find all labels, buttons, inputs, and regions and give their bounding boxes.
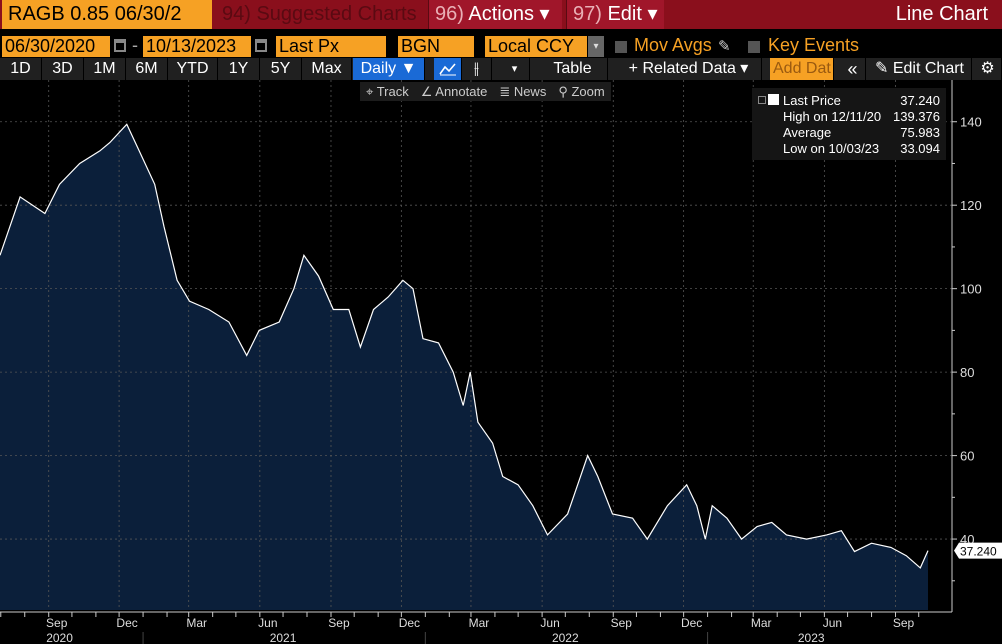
year-label: 2023 — [798, 631, 825, 644]
legend-last-label: Last Price — [783, 93, 841, 108]
x-tick-label: Jun — [823, 616, 842, 630]
y-tick-label: 60 — [960, 449, 974, 464]
start-date-input[interactable]: 06/30/2020 — [2, 36, 110, 57]
calendar-icon[interactable] — [114, 39, 126, 52]
edit-num: 97) — [573, 3, 602, 25]
x-tick-label: Sep — [893, 616, 915, 630]
legend-high-value: 139.376 — [893, 109, 940, 124]
collapse-icon[interactable]: « — [840, 58, 866, 80]
legend-average-label: Average — [783, 125, 832, 140]
y-tick-label: 80 — [960, 365, 974, 380]
add-data-input[interactable]: Add Dat — [770, 58, 834, 80]
related-data-button[interactable]: + Related Data ▾ — [616, 58, 762, 80]
x-tick-label: Sep — [328, 616, 350, 630]
x-tick-label: Dec — [681, 616, 702, 630]
chart-type-dropdown-icon[interactable]: ▾ — [500, 58, 530, 80]
x-tick-label: Mar — [186, 616, 207, 630]
edit-label: Edit ▾ — [607, 3, 658, 25]
table-button[interactable]: Table — [538, 58, 608, 80]
field-input[interactable]: Last Px — [276, 36, 386, 57]
x-tick-label: Dec — [116, 616, 137, 630]
collapse-legend-icon[interactable] — [758, 96, 766, 104]
chart-settings-row: 06/30/2020 - 10/13/2023 Last Px BGN Loca… — [0, 33, 1002, 58]
key-events-checkbox[interactable] — [748, 41, 760, 53]
legend-last-value: 37.240 — [900, 93, 940, 108]
title-bar: RAGB 0.85 06/30/2 94) Suggested Charts 9… — [0, 0, 1002, 29]
key-events-label: Key Events — [768, 35, 860, 55]
chart-legend: Last Price 37.240 High on 12/11/20 139.3… — [752, 88, 946, 160]
price-area-fill — [0, 124, 928, 611]
suggested-num: 94) — [222, 3, 251, 25]
date-separator: - — [132, 35, 138, 55]
year-label: 2021 — [270, 631, 297, 644]
line-chart-icon[interactable] — [434, 58, 462, 80]
last-value-tag — [954, 542, 1002, 559]
period-ytd-button[interactable]: YTD — [168, 58, 218, 80]
period-3d-button[interactable]: 3D — [42, 58, 84, 80]
period-1d-button[interactable]: 1D — [0, 58, 42, 80]
price-line — [0, 123, 929, 569]
legend-low-label: Low on 10/03/23 — [783, 141, 880, 156]
x-tick-label: Jun — [258, 616, 277, 630]
pencil-icon[interactable]: ✎ — [718, 38, 731, 55]
x-tick-label: Dec — [399, 616, 420, 630]
legend-low-value: 33.094 — [900, 141, 940, 156]
x-tick-label: Mar — [751, 616, 772, 630]
period-1m-button[interactable]: 1M — [84, 58, 126, 80]
period-1y-button[interactable]: 1Y — [218, 58, 260, 80]
edit-menu-button[interactable]: 97) Edit ▾ — [566, 0, 664, 29]
suggested-charts-button[interactable]: 94) Suggested Charts — [216, 0, 424, 29]
currency-select[interactable]: Local CCY — [485, 36, 587, 57]
news-tool[interactable]: ≣ News — [499, 84, 547, 99]
source-input[interactable]: BGN — [398, 36, 474, 57]
currency-dropdown-icon[interactable]: ▾ — [588, 36, 604, 57]
period-5y-button[interactable]: 5Y — [260, 58, 302, 80]
y-tick-label: 100 — [960, 282, 982, 297]
bar-chart-icon[interactable]: ⫲ — [462, 58, 492, 80]
year-label: 2020 — [46, 631, 73, 644]
year-label: 2022 — [552, 631, 579, 644]
legend-high-label: High on 12/11/20 — [783, 109, 882, 124]
end-date-input[interactable]: 10/13/2023 — [143, 36, 251, 57]
track-tool[interactable]: ⌖ Track — [366, 84, 409, 99]
line-chart-glyph — [438, 63, 456, 76]
actions-menu-button[interactable]: 96) Actions ▾ — [428, 0, 562, 29]
x-tick-label: Jun — [540, 616, 559, 630]
mov-avgs-label: Mov Avgs — [634, 35, 712, 55]
y-tick-label: 140 — [960, 115, 982, 130]
x-tick-label: Sep — [46, 616, 68, 630]
actions-num: 96) — [435, 3, 464, 25]
x-tick-label: Mar — [469, 616, 490, 630]
mov-avgs-checkbox[interactable] — [615, 41, 627, 53]
period-max-button[interactable]: Max — [302, 58, 352, 80]
security-ticker-field[interactable]: RAGB 0.85 06/30/2 — [2, 0, 212, 29]
page-title: Line Chart — [895, 3, 988, 25]
suggested-label: Suggested Charts — [256, 3, 417, 25]
actions-label: Actions ▾ — [468, 3, 550, 25]
frequency-select[interactable]: Daily ▼ — [353, 58, 425, 80]
calendar-icon[interactable] — [255, 39, 267, 52]
annotate-tool[interactable]: ∠ Annotate — [420, 84, 488, 99]
zoom-tool[interactable]: ⚲ Zoom — [558, 84, 605, 99]
settings-gear-icon[interactable]: ⚙ — [974, 58, 1002, 80]
legend-average-value: 75.983 — [900, 125, 940, 140]
chart-tools: ⌖ Track ∠ Annotate ≣ News ⚲ Zoom — [360, 82, 611, 101]
y-tick-label: 120 — [960, 198, 982, 213]
edit-chart-button[interactable]: ✎ Edit Chart — [868, 58, 972, 80]
chart-toolbar: 1D 3D 1M 6M YTD 1Y 5Y Max Daily ▼ ⫲ ▾ Ta… — [0, 58, 1002, 80]
x-tick-label: Sep — [611, 616, 633, 630]
last-value-label: 37.240 — [960, 545, 997, 559]
period-6m-button[interactable]: 6M — [126, 58, 168, 80]
series-color-swatch — [768, 94, 779, 105]
